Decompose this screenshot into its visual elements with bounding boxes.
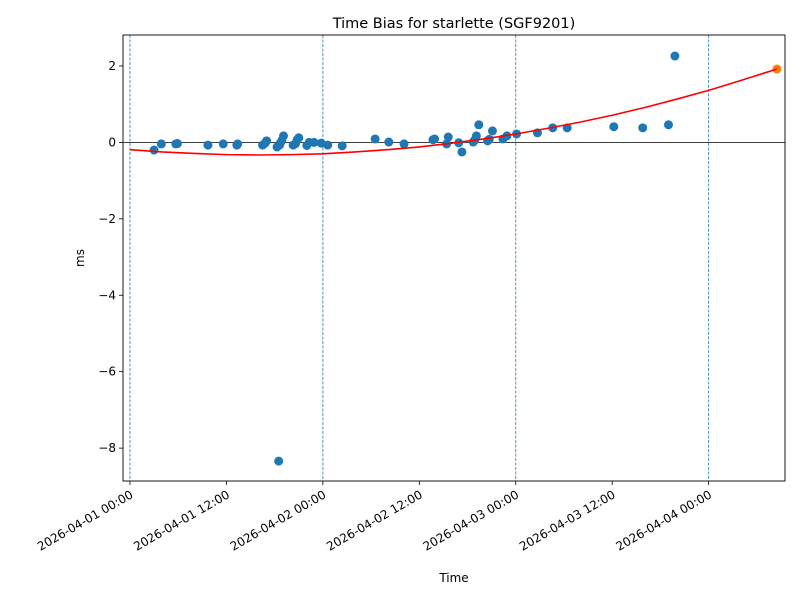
observations-point xyxy=(487,126,497,136)
observations-point xyxy=(663,120,673,130)
observations-point xyxy=(384,137,394,147)
chart-title: Time Bias for starlette (SGF9201) xyxy=(332,16,576,32)
x-tick-label: 2026-04-02 00:00 xyxy=(228,487,329,553)
y-tick-label: −4 xyxy=(98,288,116,302)
x-tick-label: 2026-04-01 12:00 xyxy=(131,487,232,553)
observations-point xyxy=(474,120,484,130)
x-axis-label: Time xyxy=(438,571,468,585)
observations-point xyxy=(638,123,648,133)
observations-point xyxy=(323,140,333,150)
observations-point xyxy=(274,456,284,466)
observations-point xyxy=(203,140,213,150)
x-tick-label: 2026-04-02 12:00 xyxy=(324,487,425,553)
axes-frame xyxy=(122,34,786,482)
observations-point xyxy=(609,122,619,132)
observations-point xyxy=(670,51,680,61)
observations-point xyxy=(262,136,272,146)
x-tick-label: 2026-04-01 00:00 xyxy=(35,487,136,553)
observations-point xyxy=(430,134,440,144)
observations-point xyxy=(294,133,304,143)
observations-point xyxy=(278,131,288,141)
observations-point xyxy=(337,141,347,151)
observations-point xyxy=(370,134,380,144)
x-tick-label: 2026-04-04 00:00 xyxy=(613,487,714,553)
observations-point xyxy=(233,139,243,149)
observations-point xyxy=(149,145,159,155)
x-tick-label: 2026-04-03 12:00 xyxy=(517,487,618,553)
observations-point xyxy=(172,139,182,149)
observations-point xyxy=(399,139,409,149)
observations-point xyxy=(156,139,166,149)
y-axis-label: ms xyxy=(73,249,87,267)
y-tick-label: 0 xyxy=(108,135,116,149)
observations-point xyxy=(457,147,467,157)
x-tick-label: 2026-04-03 00:00 xyxy=(421,487,522,553)
y-tick-label: 2 xyxy=(108,59,116,73)
fit-curve xyxy=(129,68,778,156)
observations-point xyxy=(309,137,319,147)
observations-point xyxy=(443,132,453,142)
observations-point xyxy=(471,131,481,141)
y-tick-label: −6 xyxy=(98,365,116,379)
y-tick-label: −8 xyxy=(98,441,116,455)
observations-point xyxy=(218,139,228,149)
y-tick-label: −2 xyxy=(98,212,116,226)
